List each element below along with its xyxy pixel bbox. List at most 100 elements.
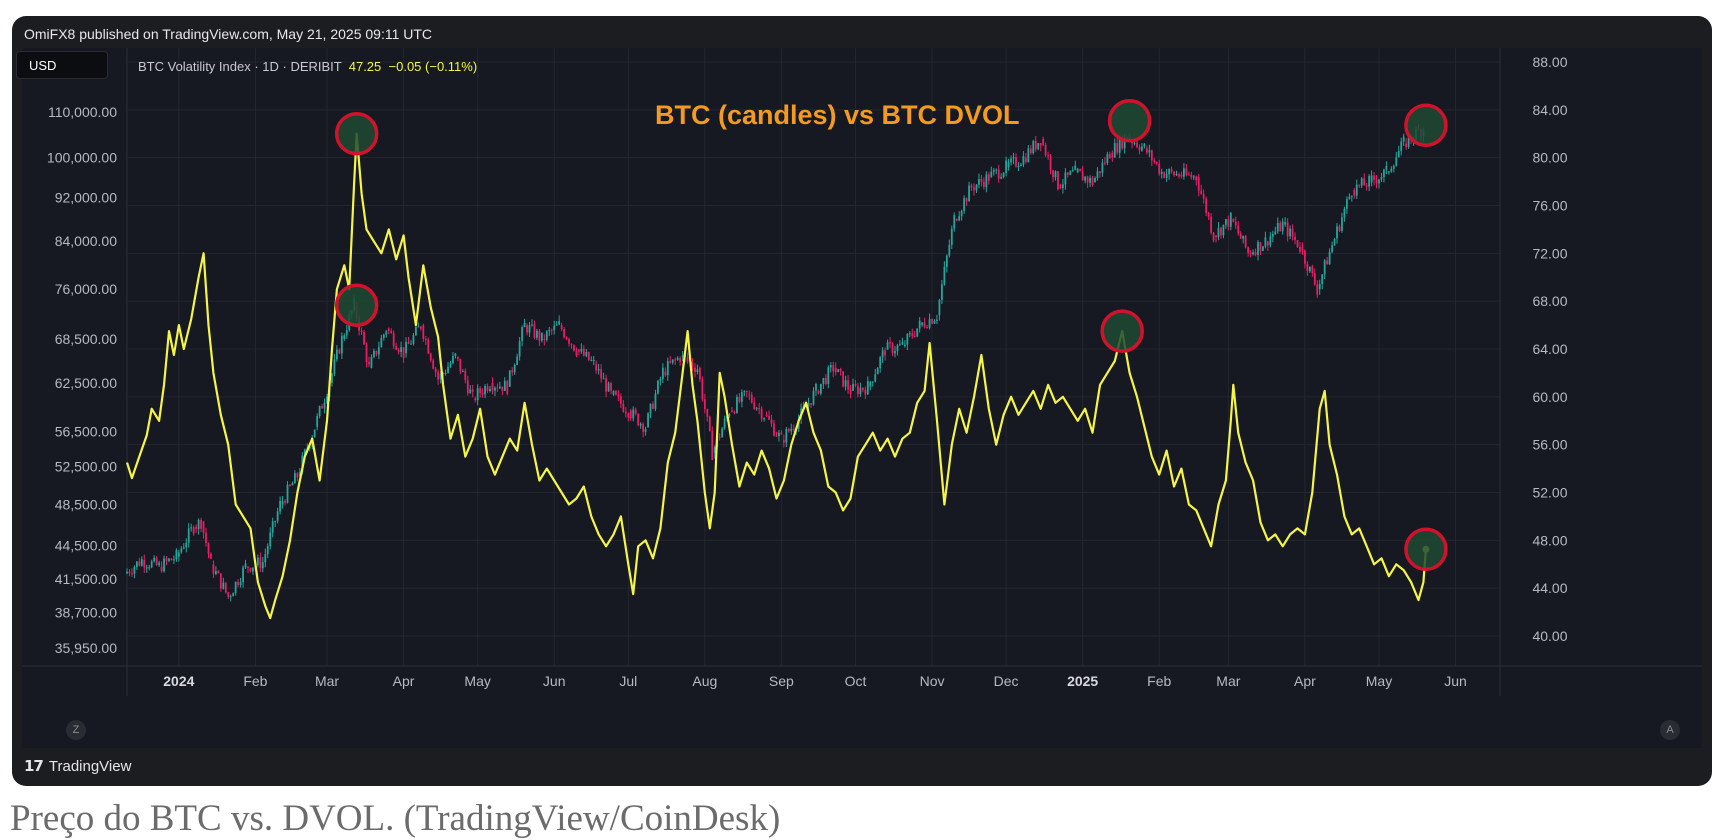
candle-body xyxy=(647,413,649,428)
highlight-circle xyxy=(1404,103,1448,148)
candle-body xyxy=(1234,221,1237,226)
candle-body xyxy=(222,582,225,589)
candle-body xyxy=(1195,176,1198,181)
candle-body xyxy=(1034,140,1037,150)
candle-body xyxy=(1370,175,1373,183)
candle-body xyxy=(1024,157,1027,162)
candle-body xyxy=(585,352,588,356)
candle-body xyxy=(869,381,872,387)
z-button[interactable]: Z xyxy=(66,720,86,740)
candle-body xyxy=(857,386,859,395)
right-tick-label: 88.00 xyxy=(1532,54,1567,70)
candle-body xyxy=(894,351,896,354)
candle-body xyxy=(173,559,175,561)
candle-body xyxy=(1385,166,1388,170)
candle-body xyxy=(879,357,882,369)
candle-body xyxy=(740,392,743,402)
candle-body xyxy=(242,567,244,583)
candle-body xyxy=(390,331,393,334)
candle-body xyxy=(261,562,264,569)
candle-body xyxy=(550,330,553,332)
candle-body xyxy=(923,322,926,327)
candle-body xyxy=(303,449,306,456)
candle-body xyxy=(1247,247,1250,253)
candle-body xyxy=(973,187,975,191)
candle-body xyxy=(269,532,272,547)
candle-body xyxy=(412,335,415,344)
candle-body xyxy=(948,244,951,256)
candle-body xyxy=(753,402,756,409)
right-tick-label: 72.00 xyxy=(1532,245,1567,261)
candle-body xyxy=(1336,226,1338,239)
candle-body xyxy=(990,171,993,178)
candle-body xyxy=(1123,136,1126,149)
candle-body xyxy=(1054,171,1057,178)
candle-body xyxy=(286,484,289,503)
x-tick-label: Aug xyxy=(692,673,717,689)
candle-body xyxy=(997,169,1000,179)
candle-body xyxy=(891,343,894,354)
candle-body xyxy=(1042,138,1045,145)
candle-body xyxy=(1202,193,1205,199)
candle-body xyxy=(713,447,716,454)
right-tick-label: 76.00 xyxy=(1532,198,1567,214)
candle-body xyxy=(1316,284,1319,295)
candle-body xyxy=(876,368,879,375)
candle-body xyxy=(671,359,674,363)
candle-body xyxy=(336,349,338,360)
candle-body xyxy=(758,408,761,410)
candle-body xyxy=(1331,245,1333,252)
candle-body xyxy=(1138,147,1141,151)
a-button[interactable]: A xyxy=(1660,720,1680,740)
candle-body xyxy=(570,343,573,345)
candle-body xyxy=(397,349,400,353)
candle-body xyxy=(600,369,603,379)
left-tick-label: 92,000.00 xyxy=(55,190,117,206)
right-tick-label: 68.00 xyxy=(1532,293,1567,309)
candle-body xyxy=(1289,228,1291,237)
candle-body xyxy=(1229,212,1232,227)
chart-canvas[interactable]: 110,000.00 100,000.00 92,000.00 84,000.00 76… xyxy=(22,48,1702,748)
chart-card: OmiFX8 published on TradingView.com, May… xyxy=(12,16,1712,786)
candle-body xyxy=(1373,175,1375,181)
candle-body xyxy=(469,389,472,394)
candle-body xyxy=(711,430,714,461)
left-tick-label: 38,700.00 xyxy=(55,605,117,621)
x-tick-label: 2024 xyxy=(163,673,194,689)
tradingview-brand[interactable]: 𝟭𝟳 TradingView xyxy=(24,757,131,776)
candle-body xyxy=(224,582,227,593)
candle-body xyxy=(1299,247,1301,252)
candle-body xyxy=(298,472,301,476)
candle-body xyxy=(573,344,575,351)
candle-body xyxy=(1192,176,1195,178)
candle-body xyxy=(531,324,533,326)
candle-body xyxy=(214,571,217,574)
candle-body xyxy=(185,542,188,548)
candle-body xyxy=(145,567,148,569)
candle-body xyxy=(1383,169,1385,177)
candle-body xyxy=(1017,166,1020,168)
x-tick-label: Apr xyxy=(393,673,415,689)
candle-body xyxy=(1133,142,1136,144)
candle-body xyxy=(415,326,417,336)
candle-body xyxy=(503,380,506,391)
candle-body xyxy=(1158,163,1161,174)
candle-body xyxy=(489,388,491,392)
candle-body xyxy=(1279,222,1282,232)
candle-body xyxy=(928,319,931,328)
candle-body xyxy=(207,543,210,554)
candle-body xyxy=(1259,242,1262,251)
currency-button[interactable]: USD xyxy=(16,51,108,79)
candle-body xyxy=(513,364,516,373)
candle-body xyxy=(815,384,817,391)
candle-body xyxy=(632,409,635,419)
candle-body xyxy=(392,333,395,347)
candle-body xyxy=(1150,150,1153,161)
candle-body xyxy=(427,339,430,354)
candle-body xyxy=(1108,154,1111,159)
right-tick-label: 52.00 xyxy=(1532,485,1567,501)
candle-body xyxy=(180,548,183,553)
candle-body xyxy=(471,389,474,392)
candle-body xyxy=(533,324,536,338)
candle-body xyxy=(1047,155,1049,157)
